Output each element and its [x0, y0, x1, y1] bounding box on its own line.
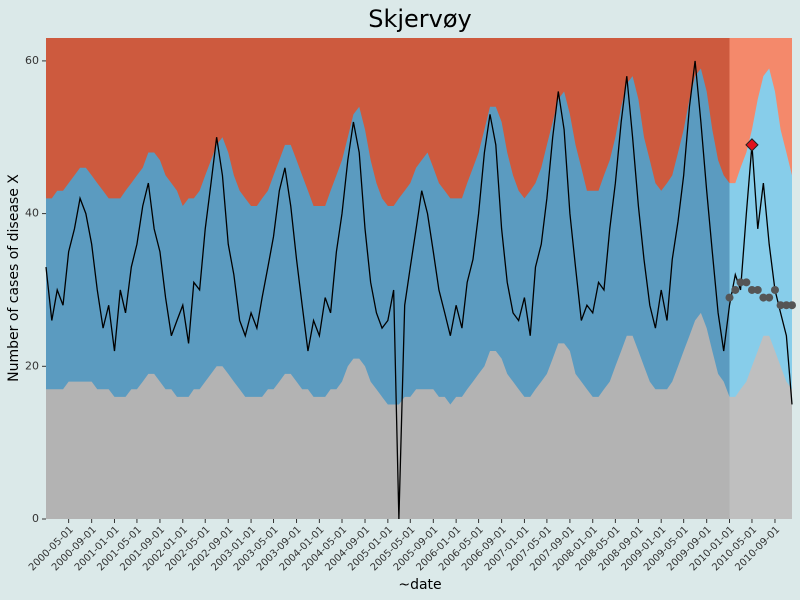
forecast-point — [725, 293, 734, 302]
forecast-point — [753, 285, 762, 294]
y-tick-label: 20 — [25, 359, 39, 372]
forecast-point — [776, 301, 785, 310]
forecast-point — [736, 278, 745, 287]
forecast-point — [742, 278, 751, 287]
forecast-point — [731, 285, 740, 294]
y-axis-label: Number of cases of disease X — [6, 174, 22, 382]
y-tick-label: 40 — [25, 207, 39, 220]
forecast-point — [759, 293, 768, 302]
alarm-point — [745, 138, 759, 152]
forecast-point — [770, 285, 779, 294]
y-tick-label: 0 — [32, 512, 39, 525]
cases-line — [45, 60, 793, 520]
y-tick-label: 60 — [25, 54, 39, 67]
forecast-point — [782, 301, 791, 310]
lower-band-area — [729, 335, 792, 519]
forecast-point — [765, 293, 774, 302]
chart-title: Skjervøy — [368, 5, 472, 33]
lower-band-area — [46, 312, 730, 519]
x-axis-label: ~date — [398, 577, 441, 593]
forecast-point — [747, 285, 756, 294]
forecast-point — [788, 301, 796, 310]
